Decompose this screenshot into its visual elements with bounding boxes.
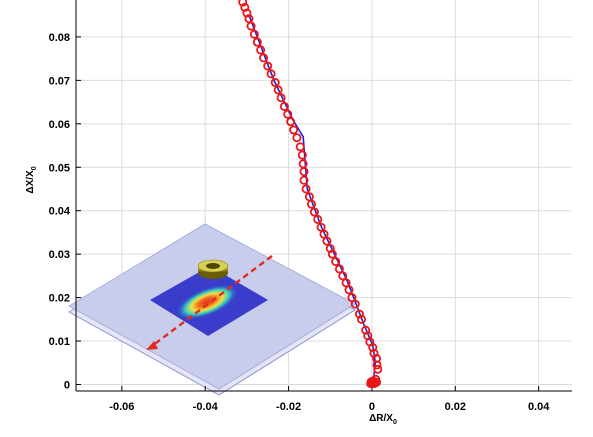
data-point [270,78,280,88]
data-point [331,257,341,267]
inset-illustration [68,223,356,396]
data-point [334,264,344,274]
data-point [249,29,259,39]
y-tick-label: 0.03 [49,249,70,261]
inset-scan-arrow [151,255,273,347]
data-point [292,133,302,143]
x-tick-label: -0.02 [276,401,301,413]
data-point [240,2,250,12]
y-tick-label: 0.04 [49,206,71,218]
data-point [341,278,351,288]
data-point [263,61,273,71]
y-tick-label: 0.01 [49,336,70,348]
data-point [354,309,364,319]
data-point [361,325,371,335]
data-point [347,293,357,303]
data-point [357,314,367,324]
inset-scan-arrowhead [146,341,158,350]
data-point [259,53,269,63]
y-tick-label: 0 [64,379,70,391]
grid [76,0,572,391]
data-point [301,184,311,194]
inset-coil [197,259,229,279]
x-tick-label: -0.04 [193,401,219,413]
data-point [252,37,262,47]
y-tick-label: 0.02 [49,293,70,305]
data-point [313,214,323,224]
data-point [298,159,308,169]
y-tick-label: 0.05 [49,162,70,174]
data-point [273,85,283,95]
x-axis-label: ΔR/X0 [369,413,397,426]
data-point [299,175,309,185]
data-point [266,69,276,79]
y-tick-label: 0.06 [49,119,70,131]
data-point [279,101,289,111]
data-point [286,117,296,127]
y-tick-label: 0.08 [49,32,70,44]
series-markers [238,0,383,389]
data-point [309,207,319,217]
x-tick-label: 0.04 [528,401,550,413]
x-tick-label: -0.06 [109,401,134,413]
data-point [304,192,314,202]
data-point [316,222,326,232]
axes [75,0,572,392]
y-tick-label: 0.07 [49,75,70,87]
data-point [338,271,348,281]
data-point [373,364,383,374]
data-point [366,377,376,387]
data-point [325,244,335,254]
data-point [238,0,248,7]
data-point [295,142,305,152]
x-tick-label: 0.02 [445,401,466,413]
data-point [297,150,307,160]
y-axis-label: ΔX/X0 [25,166,38,193]
data-point [369,348,379,358]
x-tick-label: 0 [369,401,375,413]
data-point [289,125,299,135]
data-point [256,45,266,55]
tick-labels: -0.06 -0.04 -0.02 0 0.02 0.04 0 0.01 0.02 0.03 0.0… [49,32,551,413]
data-point [283,109,293,119]
data-point [276,93,286,103]
